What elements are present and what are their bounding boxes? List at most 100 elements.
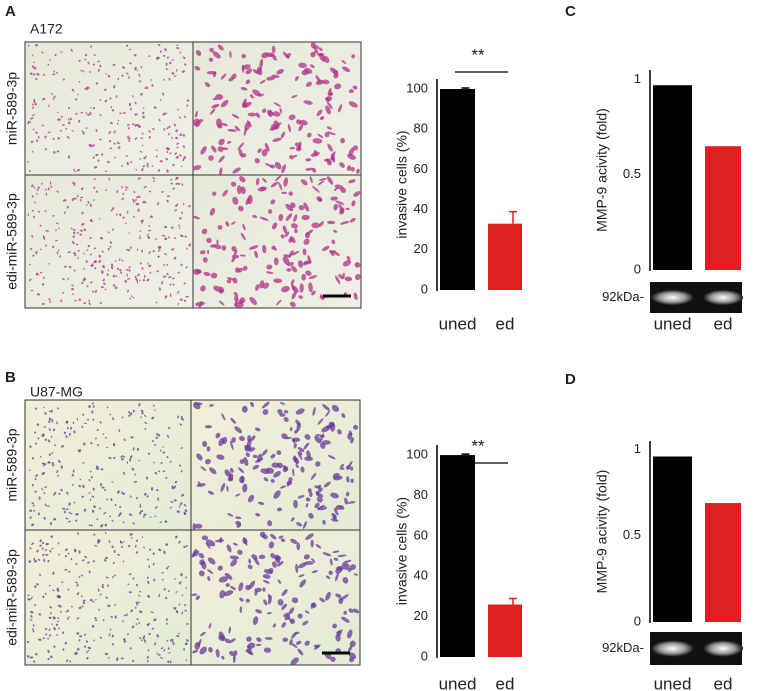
cell — [27, 122, 30, 125]
cell — [94, 166, 98, 169]
cell — [65, 435, 68, 439]
cell — [36, 549, 39, 553]
cell — [261, 449, 268, 456]
cell — [71, 182, 75, 184]
cell — [112, 561, 115, 565]
cell — [153, 461, 155, 464]
cell — [138, 403, 141, 407]
cell — [67, 520, 71, 523]
cell — [291, 437, 301, 443]
cell — [143, 513, 147, 516]
y-tick-label: 20 — [414, 608, 428, 623]
x-tick-label: ed — [714, 314, 733, 333]
cell — [125, 186, 129, 189]
cell — [61, 445, 64, 448]
cell — [207, 569, 214, 574]
cell — [168, 426, 171, 430]
cell — [81, 130, 84, 134]
cell — [181, 594, 184, 597]
cell — [32, 73, 36, 76]
cell — [140, 66, 143, 69]
cell — [192, 523, 196, 531]
cell — [168, 236, 170, 239]
cell — [184, 509, 188, 513]
cell — [351, 54, 356, 59]
cell — [169, 639, 172, 642]
cell — [93, 533, 96, 536]
cell — [143, 414, 147, 417]
cell — [241, 405, 248, 413]
cell — [231, 256, 236, 263]
cell — [134, 275, 137, 279]
cell — [96, 518, 99, 521]
cell — [343, 610, 347, 615]
cell — [179, 217, 182, 220]
cell — [219, 590, 226, 599]
cell — [55, 229, 57, 232]
cell — [58, 227, 60, 230]
cell — [211, 191, 217, 196]
cell — [84, 87, 87, 90]
cell — [302, 248, 307, 256]
x-tick-label: ed — [496, 314, 515, 333]
cell — [86, 656, 89, 660]
error-bar — [461, 453, 470, 456]
cell — [154, 515, 157, 517]
cell — [169, 660, 172, 664]
cell — [151, 128, 156, 130]
cell — [239, 459, 245, 464]
cell — [348, 89, 354, 94]
cell — [180, 447, 184, 449]
cell — [250, 435, 256, 441]
cell — [157, 433, 161, 437]
cell — [58, 492, 61, 496]
cell — [209, 404, 214, 407]
cell — [73, 430, 76, 434]
cell — [152, 250, 155, 253]
cell — [119, 512, 122, 516]
cell — [88, 492, 91, 494]
cell — [100, 636, 102, 639]
cell — [71, 473, 74, 477]
bar — [488, 223, 522, 290]
cell — [54, 239, 58, 242]
cell — [128, 266, 131, 269]
cell — [170, 178, 173, 181]
cell — [48, 298, 51, 301]
cell — [104, 99, 108, 103]
cell — [73, 269, 76, 272]
cell — [123, 640, 127, 643]
cell — [107, 604, 111, 607]
cell — [75, 562, 78, 565]
cell — [221, 655, 225, 660]
cell — [108, 177, 111, 181]
cell — [36, 583, 39, 586]
cell — [132, 577, 135, 580]
cell — [317, 504, 325, 510]
cell — [147, 649, 150, 652]
cell — [247, 119, 252, 128]
cell — [49, 300, 52, 303]
cell — [199, 631, 206, 637]
cell — [200, 285, 206, 292]
cell — [126, 210, 129, 214]
cell — [91, 410, 94, 414]
cell — [60, 51, 63, 53]
y-tick-label: 0 — [421, 281, 428, 296]
cell — [355, 273, 361, 281]
cell — [70, 558, 73, 561]
cell — [121, 416, 124, 419]
cell — [347, 460, 353, 469]
cell — [123, 614, 126, 617]
cell — [135, 202, 140, 206]
cell — [117, 119, 120, 122]
cell — [230, 417, 237, 424]
cell — [49, 181, 52, 185]
cell — [340, 137, 345, 144]
cell — [27, 213, 30, 217]
cell — [84, 58, 87, 61]
cell — [34, 201, 36, 204]
cell — [29, 547, 32, 550]
cell — [49, 58, 51, 61]
cell — [235, 493, 241, 497]
